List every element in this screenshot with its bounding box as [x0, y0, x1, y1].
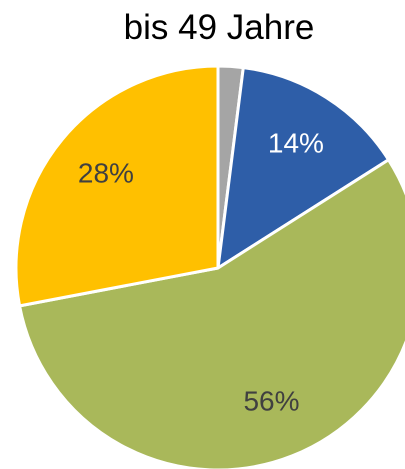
chart-title: bis 49 Jahre — [123, 8, 315, 47]
pie-slices — [14, 64, 405, 469]
pie-slice-3 — [14, 64, 220, 308]
slice-label-2: 56% — [243, 386, 299, 417]
slice-label-3: 28% — [78, 158, 134, 189]
pie-labels: 14% 56% 28% — [78, 128, 324, 417]
pie-slice-2 — [18, 158, 405, 469]
pie-slice-1 — [216, 66, 391, 270]
slice-label-1: 14% — [268, 128, 324, 159]
